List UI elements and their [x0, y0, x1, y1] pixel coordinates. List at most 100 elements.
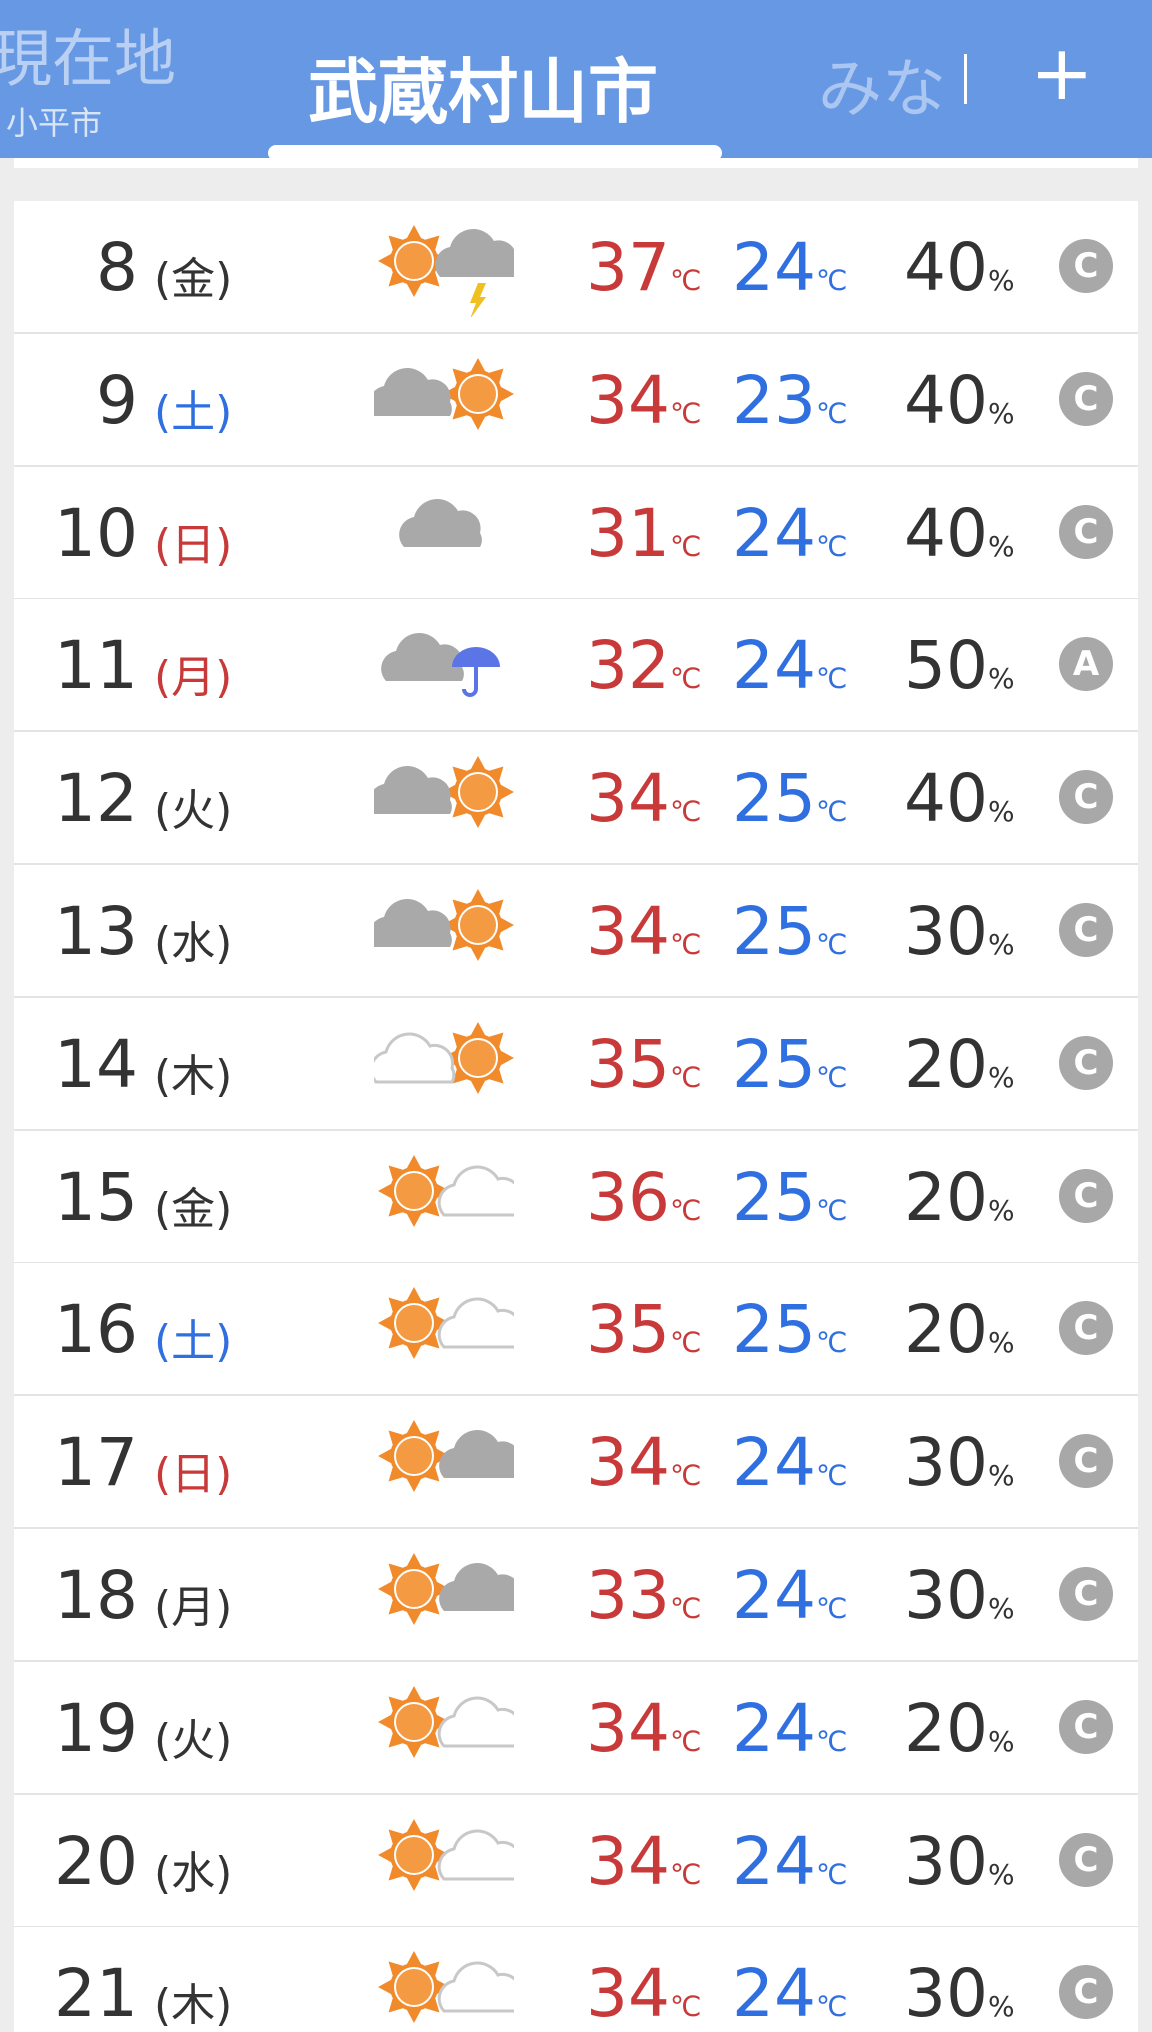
day: 11: [54, 627, 138, 705]
pop-cell: 20%: [904, 1026, 1015, 1103]
day: 13: [54, 893, 138, 970]
pop-cell: 20%: [904, 1159, 1015, 1236]
reliability-rank: C: [1059, 371, 1113, 426]
pop-cell: 30%: [904, 1955, 1015, 2032]
pop-cell: 30%: [904, 1823, 1015, 1900]
unit: ℃: [815, 928, 848, 961]
high-cell: 34℃: [586, 1955, 701, 2032]
forecast-row: 8 (金) 37℃ 24℃ 40% C: [14, 201, 1138, 334]
tab-sub: 小平市: [6, 104, 103, 142]
low: 24: [732, 494, 816, 572]
weekday: (金): [154, 254, 233, 305]
weekday: (火): [154, 1714, 233, 1766]
low-cell: 24℃: [732, 1823, 847, 1900]
panel-edge: [14, 158, 1138, 168]
pop: 50: [904, 627, 988, 705]
forecast-row: 20 (水) 34℃ 24℃ 30% C: [14, 1794, 1138, 1928]
pop: 40: [904, 760, 988, 838]
low: 24: [732, 1955, 816, 2032]
forecast-row: 16 (土) 35℃ 25℃ 20% C: [14, 1263, 1138, 1397]
unit: %: [987, 1326, 1015, 1360]
high-cell: 34℃: [586, 1823, 701, 1900]
unit: %: [987, 1592, 1015, 1625]
high: 35: [586, 1291, 670, 1369]
pop: 30: [904, 1557, 988, 1634]
unit: %: [987, 1459, 1015, 1493]
pop: 40: [904, 494, 988, 572]
low-cell: 25℃: [732, 893, 847, 970]
forecast-row: 13 (水) 34℃ 25℃ 30% C: [14, 865, 1138, 998]
unit: ℃: [669, 1459, 702, 1493]
unit: ℃: [669, 662, 702, 696]
day: 10: [54, 494, 138, 572]
reliability-rank: C: [1059, 903, 1113, 957]
high: 33: [586, 1557, 670, 1634]
pop-cell: 20%: [904, 1291, 1015, 1368]
weekday: (火): [154, 785, 233, 837]
unit: ℃: [815, 1592, 848, 1625]
add-button[interactable]: +: [1030, 28, 1094, 117]
weather-icon: [374, 1021, 514, 1094]
unit: ℃: [815, 1990, 848, 2024]
unit: %: [987, 1193, 1015, 1227]
low: 25: [732, 1291, 816, 1369]
unit: %: [987, 795, 1015, 829]
weather-icon: [378, 1818, 514, 1891]
pop-cell: 30%: [904, 1557, 1015, 1634]
tab[interactable]: みな: [818, 53, 946, 127]
reliability-rank: C: [1059, 504, 1113, 559]
unit: ℃: [669, 1592, 702, 1625]
high: 34: [586, 1822, 670, 1900]
pop-cell: 40%: [904, 760, 1015, 837]
pop-cell: 20%: [904, 1690, 1015, 1767]
low-cell: 24℃: [732, 1424, 847, 1501]
unit: ℃: [669, 529, 702, 563]
low: 24: [732, 1822, 816, 1900]
unit: ℃: [669, 264, 702, 297]
weather-icon: [378, 225, 514, 317]
low: 24: [732, 1689, 816, 1767]
low-cell: 25℃: [732, 1026, 847, 1103]
day: 20: [54, 1822, 138, 1900]
weekday: (金): [154, 1183, 233, 1235]
forecast-row: 14 (木) 35℃ 25℃ 20% C: [14, 997, 1138, 1131]
day: 19: [54, 1689, 138, 1767]
unit: ℃: [669, 1857, 702, 1891]
reliability-rank: C: [1059, 1965, 1113, 2020]
pop-cell: 40%: [904, 229, 1015, 306]
pop: 30: [904, 893, 988, 970]
day: 12: [54, 760, 138, 838]
high: 34: [586, 893, 670, 970]
unit: ℃: [669, 795, 702, 829]
unit: ℃: [815, 1193, 848, 1227]
high: 34: [586, 1689, 670, 1767]
low-cell: 24℃: [732, 1955, 847, 2032]
tab[interactable]: 現在地: [0, 22, 177, 95]
unit: ℃: [669, 1193, 702, 1227]
day: 21: [54, 1955, 138, 2032]
low: 25: [732, 893, 816, 970]
low-cell: 24℃: [732, 627, 847, 704]
unit: %: [987, 662, 1015, 696]
weekday: (月): [154, 1582, 233, 1633]
day: 8: [96, 229, 138, 306]
high: 34: [586, 1955, 670, 2032]
pop: 40: [904, 361, 988, 439]
low-cell: 24℃: [732, 1690, 847, 1767]
unit: %: [987, 396, 1015, 430]
tab-active[interactable]: 武蔵村山市: [308, 51, 658, 133]
weather-icon: [374, 756, 514, 829]
forecast-row: 15 (金) 36℃ 25℃ 20% C: [14, 1130, 1138, 1264]
pop: 30: [904, 1424, 988, 1502]
weather-icon: [378, 1154, 514, 1227]
weather-icon: [378, 1951, 514, 2024]
high: 31: [586, 494, 670, 572]
high-cell: 35℃: [586, 1026, 701, 1103]
pop: 20: [904, 1689, 988, 1767]
day: 16: [54, 1291, 138, 1369]
low-cell: 24℃: [732, 229, 847, 306]
low-cell: 25℃: [732, 1291, 847, 1368]
unit: ℃: [669, 1060, 702, 1094]
reliability-rank: C: [1059, 239, 1113, 293]
